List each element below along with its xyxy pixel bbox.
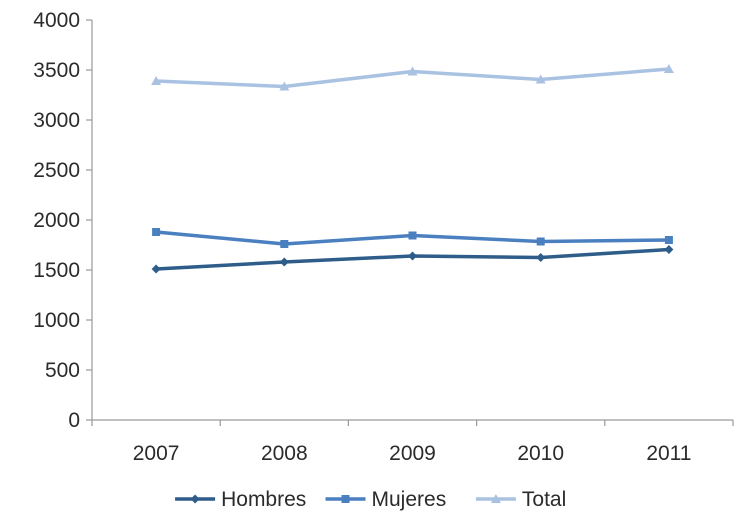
x-tick-label: 2008 (261, 442, 308, 465)
legend-item-total: Total (475, 488, 566, 511)
y-tick-label: 1000 (33, 309, 80, 332)
y-tick-label: 3500 (33, 59, 80, 82)
data-point-mujeres (408, 231, 417, 240)
legend-item-mujeres: Mujeres (325, 488, 447, 511)
data-point-total (279, 81, 290, 91)
data-point-hombres (664, 245, 674, 254)
legend-marker-mujeres (341, 495, 350, 503)
x-tick-label: 2007 (133, 442, 180, 465)
x-tick-label: 2009 (389, 442, 436, 465)
legend-label-mujeres: Mujeres (372, 488, 447, 511)
y-axis-ticks: 0 500 1000 1500 2000 2500 3000 3500 4000 (33, 9, 92, 432)
data-point-hombres (151, 264, 161, 274)
series-total (151, 64, 674, 91)
y-tick-label: 2500 (33, 159, 80, 182)
legend-label-total: Total (522, 488, 566, 511)
data-point-total (407, 66, 418, 76)
data-point-total (535, 74, 546, 84)
axes (91, 20, 733, 421)
series-layer (151, 64, 674, 274)
legend-item-hombres: Hombres (175, 488, 306, 511)
legend-marker-total (490, 494, 501, 503)
series-hombres (151, 245, 674, 274)
y-tick-label: 0 (68, 409, 80, 432)
series-mujeres (152, 228, 673, 248)
y-tick-label: 4000 (33, 9, 80, 32)
x-tick-label: 2010 (517, 442, 564, 465)
legend: Hombres Mujeres Total (175, 488, 566, 511)
data-point-mujeres (152, 228, 161, 236)
legend-label-hombres: Hombres (221, 488, 306, 511)
y-tick-label: 1500 (33, 259, 80, 282)
data-point-mujeres (536, 237, 545, 246)
y-tick-label: 3000 (33, 109, 80, 132)
x-axis-ticks: 2007 2008 2009 2010 2011 (91, 420, 734, 465)
legend-marker-hombres (190, 494, 200, 504)
y-tick-label: 2000 (33, 209, 80, 232)
data-point-hombres (536, 253, 546, 262)
data-point-mujeres (280, 240, 289, 248)
y-tick-label: 500 (45, 359, 80, 382)
data-point-hombres (279, 257, 289, 267)
data-point-mujeres (664, 236, 673, 244)
data-point-total (663, 64, 674, 73)
data-point-total (151, 76, 162, 85)
x-tick-label: 2011 (646, 442, 691, 465)
data-point-hombres (408, 251, 417, 261)
